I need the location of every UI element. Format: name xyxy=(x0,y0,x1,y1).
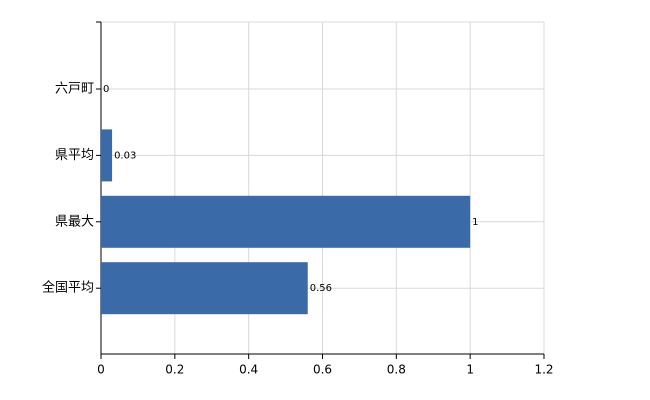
x-tick-label: 0.6 xyxy=(313,363,332,377)
data-label: 0.56 xyxy=(310,283,332,294)
y-tick-label: 全国平均 xyxy=(42,280,94,296)
x-tick-label: 0 xyxy=(97,363,105,377)
x-tick-label: 0.4 xyxy=(239,363,258,377)
y-tick-label: 県平均 xyxy=(55,148,94,163)
x-tick-label: 0.2 xyxy=(165,363,184,377)
data-label: 1 xyxy=(472,217,478,228)
y-tick-label: 県最大 xyxy=(55,214,94,229)
bar xyxy=(101,129,113,182)
bar xyxy=(101,262,308,315)
data-label: 0 xyxy=(103,84,109,95)
data-label: 0.03 xyxy=(114,150,136,161)
y-tick-label: 六戸町 xyxy=(55,82,94,97)
x-tick-label: 0.8 xyxy=(387,363,406,377)
x-tick-label: 1 xyxy=(466,363,474,377)
x-tick-label: 1.2 xyxy=(534,363,553,377)
bar xyxy=(101,195,471,248)
